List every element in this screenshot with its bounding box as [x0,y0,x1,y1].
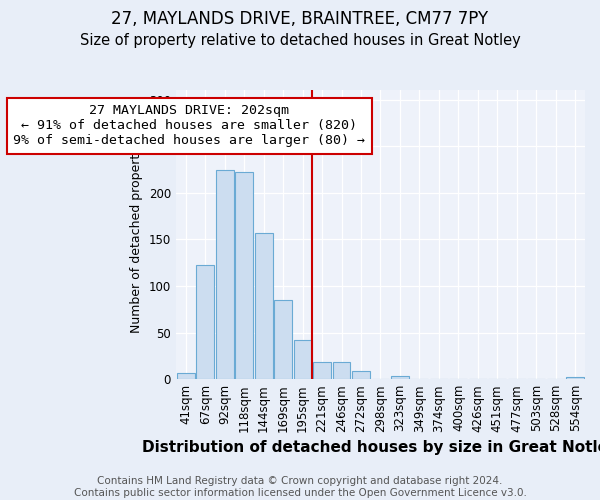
Bar [235,172,253,379]
Bar [293,340,311,379]
Bar [566,378,584,379]
Bar [177,372,194,379]
Text: 27, MAYLANDS DRIVE, BRAINTREE, CM77 7PY: 27, MAYLANDS DRIVE, BRAINTREE, CM77 7PY [112,10,488,28]
X-axis label: Distribution of detached houses by size in Great Notley: Distribution of detached houses by size … [142,440,600,455]
Bar [215,170,233,379]
Text: Size of property relative to detached houses in Great Notley: Size of property relative to detached ho… [80,32,520,48]
Y-axis label: Number of detached properties: Number of detached properties [130,136,143,334]
Text: Contains HM Land Registry data © Crown copyright and database right 2024.
Contai: Contains HM Land Registry data © Crown c… [74,476,526,498]
Bar [391,376,409,379]
Bar [274,300,292,379]
Bar [254,233,272,379]
Text: 27 MAYLANDS DRIVE: 202sqm
← 91% of detached houses are smaller (820)
9% of semi-: 27 MAYLANDS DRIVE: 202sqm ← 91% of detac… [13,104,365,148]
Bar [313,362,331,379]
Bar [352,371,370,379]
Bar [332,362,350,379]
Bar [196,264,214,379]
